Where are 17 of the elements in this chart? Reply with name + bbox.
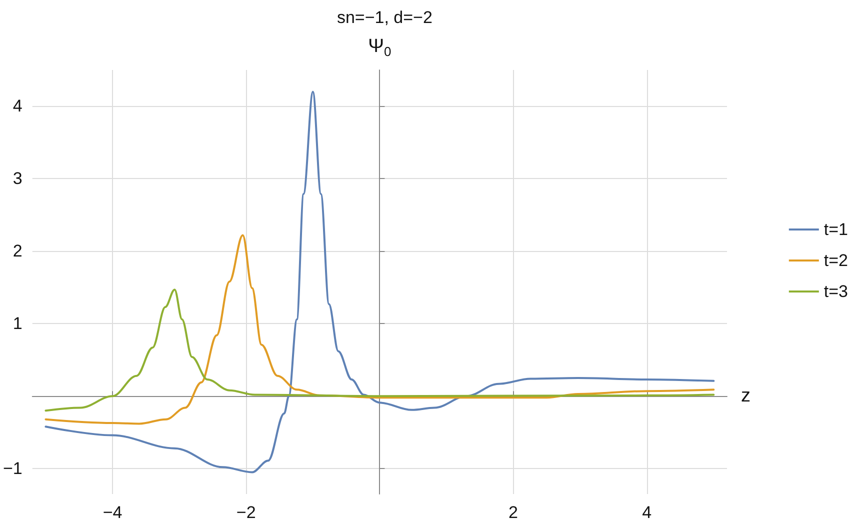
legend-label: t=1 bbox=[824, 220, 848, 239]
legend-label: t=3 bbox=[824, 282, 848, 301]
y-tick-label: 4 bbox=[12, 96, 22, 116]
y-tick-label: 2 bbox=[12, 242, 22, 261]
x-tick-label: −4 bbox=[102, 503, 122, 521]
x-tick-label: 4 bbox=[642, 503, 652, 521]
line-series bbox=[44, 90, 715, 474]
y-tick-label: −1 bbox=[2, 459, 22, 478]
y-tick-label: 1 bbox=[12, 314, 22, 334]
line-series bbox=[44, 288, 715, 412]
x-axis-title: z bbox=[741, 386, 750, 407]
chart-title: sn=−1, d=−2 bbox=[336, 8, 432, 27]
legend-label: t=2 bbox=[824, 251, 848, 270]
y-tick-label: 3 bbox=[12, 169, 22, 188]
line-series bbox=[44, 234, 715, 425]
x-tick-label: −2 bbox=[236, 503, 256, 521]
x-tick-label: 2 bbox=[508, 503, 518, 521]
